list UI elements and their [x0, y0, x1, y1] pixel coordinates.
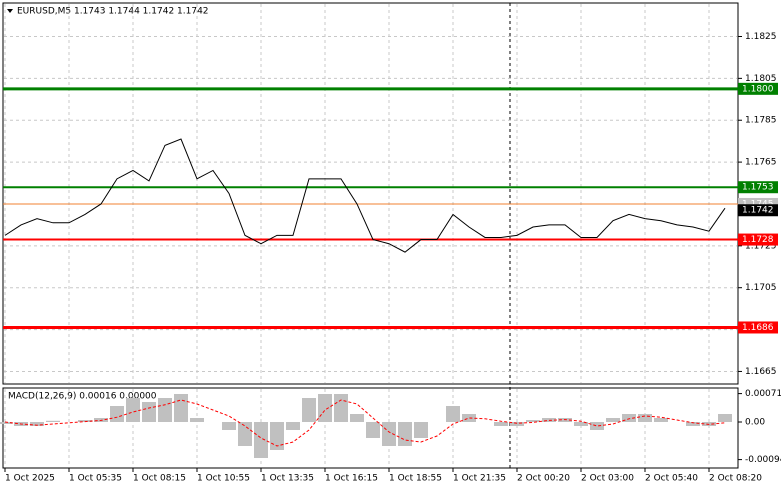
macd-bar [350, 414, 364, 422]
macd-bar [574, 422, 588, 426]
y-tick-label: 0.00071 [745, 389, 781, 399]
macd-title: MACD(12,26,9) 0.00016 0.00000 [8, 392, 157, 402]
macd-bar [366, 422, 380, 438]
macd-bar [606, 418, 620, 422]
macd-bar [462, 414, 476, 422]
x-tick-label: 1 Oct 18:55 [389, 474, 442, 484]
level-tag [738, 181, 778, 194]
price-title: EURUSD,M5 1.1743 1.1744 1.1742 1.1742 [17, 7, 209, 17]
macd-bar [190, 418, 204, 422]
level-tag [738, 321, 778, 334]
x-tick-label: 1 Oct 2025 [5, 474, 55, 484]
macd-bar [638, 414, 652, 422]
macd-bar [126, 398, 140, 422]
macd-bar [654, 418, 668, 422]
macd-bar [142, 402, 156, 422]
macd-bar [334, 394, 348, 422]
y-tick-label: 0.00 [745, 418, 765, 428]
x-tick-label: 2 Oct 00:20 [517, 474, 570, 484]
level-label: 1.1800 [742, 84, 774, 94]
y-tick-label: 1.1805 [745, 74, 777, 84]
price-line [4, 138, 726, 253]
macd-bar [254, 422, 268, 458]
level-label: 1.1686 [742, 323, 774, 333]
macd-bar [382, 422, 396, 446]
macd-bar [270, 422, 284, 450]
macd-bar [686, 422, 700, 426]
x-tick-label: 1 Oct 10:55 [197, 474, 250, 484]
macd-bar [158, 398, 172, 422]
x-tick-label: 1 Oct 13:35 [261, 474, 314, 484]
y-tick-label: 1.1705 [745, 283, 777, 293]
level-tag [738, 233, 778, 246]
y-tick-label: 1.1665 [745, 367, 777, 377]
level-tag [738, 82, 778, 95]
macd-bar [718, 414, 732, 422]
x-tick-label: 2 Oct 03:00 [581, 474, 634, 484]
macd-bar [0, 422, 12, 424]
x-tick-label: 1 Oct 16:15 [325, 474, 378, 484]
x-tick-label: 1 Oct 05:35 [69, 474, 122, 484]
level-label: 1.1728 [742, 235, 774, 245]
macd-bar [30, 422, 44, 426]
macd-bar [78, 420, 92, 422]
y-tick-label: 1.1765 [745, 158, 777, 168]
macd-bar [622, 414, 636, 422]
y-tick-label: -0.00094 [745, 455, 781, 465]
menu-arrow [7, 9, 13, 13]
macd-bar [446, 406, 460, 422]
macd-pane [2, 387, 739, 469]
y-tick-label: 1.1825 [745, 32, 777, 42]
y-tick-label: 1.1725 [745, 241, 777, 251]
x-tick-label: 1 Oct 08:15 [133, 474, 186, 484]
macd-bar [590, 422, 604, 430]
macd-bar [286, 422, 300, 430]
macd-bar [46, 420, 60, 422]
x-tick-label: 1 Oct 21:35 [453, 474, 506, 484]
macd-bar [510, 422, 524, 426]
macd-bar [494, 422, 508, 426]
macd-bar [238, 422, 252, 446]
level-label: 1.1753 [742, 183, 774, 193]
macd-bar [414, 422, 428, 438]
macd-bar [174, 394, 188, 422]
macd-bar [302, 398, 316, 422]
current-tag [738, 204, 778, 217]
current-label: 1.1742 [742, 206, 774, 216]
price-pane [2, 2, 739, 385]
macd-bar [398, 422, 412, 446]
macd-bar [318, 394, 332, 422]
macd-bar [526, 420, 540, 422]
signal-line [4, 399, 726, 447]
x-tick-label: 2 Oct 08:20 [709, 474, 762, 484]
macd-bar [222, 422, 236, 430]
y-tick-label: 1.1785 [745, 116, 777, 126]
x-tick-label: 2 Oct 05:40 [645, 474, 698, 484]
macd-bar [110, 406, 124, 422]
